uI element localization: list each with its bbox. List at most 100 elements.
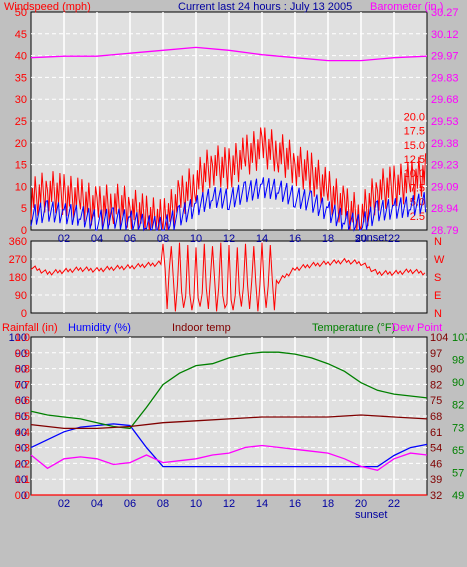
hour-tick-label: 14 (256, 233, 268, 245)
barometer-tick-label: 29.38 (431, 138, 459, 150)
direction-letter-label: E (434, 290, 441, 302)
barometer-tick-label: 29.23 (431, 160, 459, 172)
hour-tick-label: 10 (190, 498, 202, 510)
humidity-tick-label: 30 (15, 443, 27, 455)
indoor-temp-tick-label: 46 (430, 458, 442, 470)
temperature-tick-label: 90 (452, 377, 464, 389)
hour-tick-label: 16 (289, 233, 301, 245)
hour-tick-label: 02 (58, 498, 70, 510)
rainfall-tick-label: 0.0 (15, 490, 30, 502)
hour-tick-label: 14 (256, 498, 268, 510)
humidity-tick-label: 80 (15, 364, 27, 376)
temperature-tick-label: 57 (452, 467, 464, 479)
hour-tick-label: 12 (223, 498, 235, 510)
hour-tick-label: 02 (58, 233, 70, 245)
barometer-tick-label: 29.09 (431, 181, 459, 193)
humidity-tick-label: 0 (21, 490, 27, 502)
hour-tick-label: 06 (124, 498, 136, 510)
barometer-tick-label: 28.94 (431, 203, 459, 215)
direction-tick-label: 360 (9, 236, 27, 248)
rainfall-tick-label: 0.7 (15, 379, 30, 391)
hour-tick-label: 10 (190, 233, 202, 245)
windspeed-tick-label: 35 (15, 72, 27, 84)
windspeed-tick-label: 0 (21, 225, 27, 237)
sunset-label-bottom: sunset (355, 509, 387, 521)
rainfall-tick-label: 1.0 (15, 332, 30, 344)
rainfall-axis-label: Rainfall (in) (2, 322, 58, 334)
humidity-tick-label: 20 (15, 458, 27, 470)
humidity-tick-label: 10 (15, 474, 27, 486)
hour-tick-label: 06 (124, 233, 136, 245)
temperature-axis-label: Temperature (°F) (312, 322, 395, 334)
dynamic-marks: 02 04 06 08 10 12 14 16 18 20 22 02 04 06 08 10 12 14 16 18… (9, 7, 467, 510)
indoor-temp-tick-label: 68 (430, 411, 442, 423)
windspeed-zoom-tick-label: 15.0 (404, 140, 425, 152)
humidity-tick-label: 70 (15, 379, 27, 391)
indoor-temp-tick-label: 39 (430, 474, 442, 486)
barometer-series (30, 46, 428, 62)
windspeed-tick-label: 20 (15, 138, 27, 150)
hour-tick-label: 18 (322, 233, 334, 245)
hour-tick-label: 22 (388, 498, 400, 510)
humidity-tick-label: 50 (15, 411, 27, 423)
hour-tick-label: 12 (223, 233, 235, 245)
windspeed-zoom-tick-label: 12.5 (404, 154, 425, 166)
temperature-tick-label: 98 (452, 355, 464, 367)
indoor-temp-series (30, 414, 428, 430)
indoor-temp-tick-label: 104 (430, 332, 448, 344)
windspeed-tick-label: 30 (15, 94, 27, 106)
indoor-temp-tick-label: 97 (430, 348, 442, 360)
dewpoint-axis-label: Dew Point (392, 322, 442, 334)
direction-tick-label: 180 (9, 272, 27, 284)
hour-tick-label: 08 (157, 498, 169, 510)
temperature-tick-label: 49 (452, 490, 464, 502)
hour-tick-label: 22 (388, 233, 400, 245)
wind-direction-series (30, 242, 426, 312)
humidity-tick-label: 100 (9, 332, 27, 344)
rainfall-tick-label: 0.4 (15, 427, 30, 439)
temperature-tick-label: 107 (452, 332, 467, 344)
humidity-tick-label: 90 (15, 348, 27, 360)
windspeed-zoom-tick-label: 17.5 (404, 126, 425, 138)
temperature-series (30, 351, 428, 430)
indoor-temp-tick-label: 61 (430, 427, 442, 439)
dewpoint-series (30, 444, 428, 471)
wind-gust-series (30, 127, 427, 231)
windspeed-tick-label: 45 (15, 29, 27, 41)
humidity-tick-label: 60 (15, 395, 27, 407)
humidity-series (30, 423, 428, 468)
indoor-temp-tick-label: 32 (430, 490, 442, 502)
barometer-tick-label: 30.12 (431, 29, 459, 41)
direction-tick-label: 270 (9, 254, 27, 266)
barometer-tick-label: 29.68 (431, 94, 459, 106)
humidity-axis-label: Humidity (%) (68, 322, 131, 334)
temperature-tick-label: 65 (452, 445, 464, 457)
direction-letter-label: S (434, 272, 441, 284)
sunset-label-top: sunset (355, 232, 387, 244)
rainfall-tick-label: 0.9 (15, 348, 30, 360)
temperature-tick-label: 73 (452, 422, 464, 434)
indoor-temp-tick-label: 54 (430, 443, 442, 455)
hour-tick-label: 04 (91, 498, 103, 510)
hour-tick-label: 04 (91, 233, 103, 245)
indoor-temp-label: Indoor temp (172, 322, 231, 334)
hour-tick-label: 20 (355, 233, 367, 245)
direction-letter-label: N (434, 308, 442, 320)
indoor-temp-tick-label: 90 (430, 364, 442, 376)
windspeed-tick-label: 40 (15, 51, 27, 63)
rainfall-tick-label: 0.3 (15, 443, 30, 455)
direction-tick-label: 0 (21, 308, 27, 320)
barometer-axis-label: Barometer (in.) (370, 1, 443, 13)
wind-average-series (30, 177, 427, 232)
direction-letter-label: N (434, 236, 442, 248)
barometer-tick-label: 29.97 (431, 51, 459, 63)
barometer-tick-label: 30.27 (431, 7, 459, 19)
temperature-tick-label: 82 (452, 400, 464, 412)
windspeed-axis-label: Windspeed (mph) (4, 1, 91, 13)
windspeed-tick-label: 15 (15, 160, 27, 172)
hour-tick-label: 18 (322, 498, 334, 510)
rainfall-tick-label: 0.1 (15, 474, 30, 486)
windspeed-zoom-tick-label: 20.0 (404, 111, 425, 123)
